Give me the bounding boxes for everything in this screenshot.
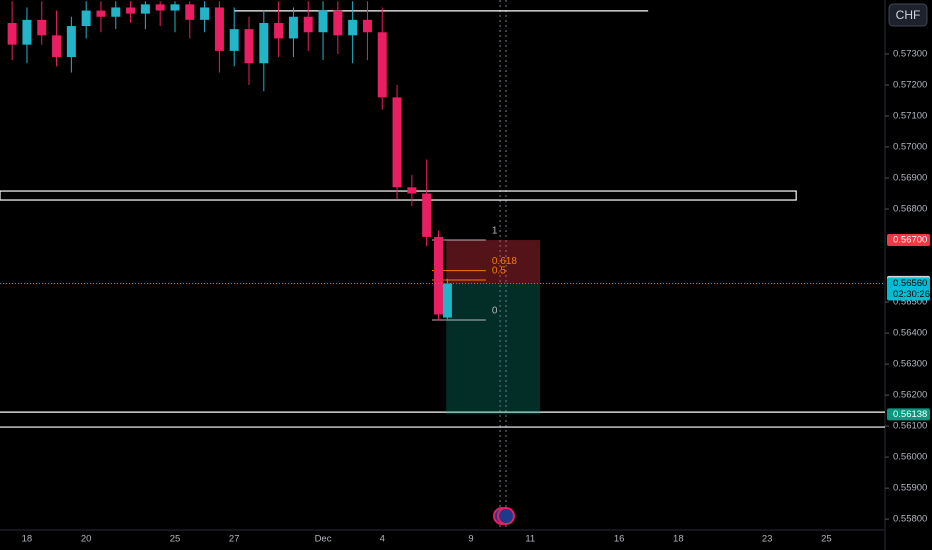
candle-body xyxy=(318,10,328,33)
candle-body xyxy=(66,26,76,58)
candle-body xyxy=(81,10,91,27)
last-price-box xyxy=(887,277,930,301)
y-tick-label: 0.57000 xyxy=(893,142,927,153)
candle-body xyxy=(214,7,224,51)
candle-body xyxy=(274,22,284,39)
x-tick-label: Dec xyxy=(315,534,332,545)
candle-body xyxy=(37,19,47,36)
zone-box xyxy=(0,190,797,201)
candle-body xyxy=(185,4,195,20)
x-tick-label: 9 xyxy=(468,534,473,545)
y-tick-label: 0.56300 xyxy=(893,359,927,370)
candle-body xyxy=(422,193,432,237)
x-tick-label: 25 xyxy=(821,534,832,545)
event-icon[interactable] xyxy=(497,507,515,525)
stop-zone xyxy=(446,240,541,284)
y-tick-label: 0.56100 xyxy=(893,421,927,432)
undefined-box xyxy=(887,234,930,247)
countdown-label: 02:30:26 xyxy=(893,289,930,300)
candle-body xyxy=(140,4,150,14)
candle-body xyxy=(200,7,210,20)
candle-body xyxy=(7,22,17,45)
x-tick-label: 18 xyxy=(22,534,33,545)
x-tick-label: 23 xyxy=(762,534,773,545)
x-tick-label: 11 xyxy=(525,534,535,545)
y-tick-label: 0.56000 xyxy=(893,452,927,463)
candle-body xyxy=(303,16,313,33)
y-tick-label: 0.57100 xyxy=(893,111,927,122)
candle-body xyxy=(362,19,372,33)
fib-label: 1 xyxy=(492,226,498,237)
y-tick-label: 0.55800 xyxy=(893,514,927,525)
currency-button[interactable] xyxy=(888,3,928,27)
fib-label: 0.618 xyxy=(492,256,517,267)
fib-label: 0 xyxy=(492,306,498,317)
y-tick-label: 0.56800 xyxy=(893,204,927,215)
event-icons xyxy=(493,507,515,525)
y-tick-label: 0.56200 xyxy=(893,390,927,401)
x-tick-label: 4 xyxy=(380,534,385,545)
y-tick-label: 0.55900 xyxy=(893,483,927,494)
y-tick-label: 0.56400 xyxy=(893,328,927,339)
x-tick-label: 25 xyxy=(170,534,181,545)
candle-body xyxy=(111,7,121,17)
last-price-label: 0.56560 xyxy=(893,278,927,289)
stop-label: 0.56700 xyxy=(893,235,927,246)
fib-label: 0.5 xyxy=(492,266,506,277)
y-tick-label: 0.57300 xyxy=(893,48,927,59)
target-zone xyxy=(446,283,541,415)
x-tick-label: 18 xyxy=(673,534,684,545)
y-tick-label: 0.57200 xyxy=(893,79,927,90)
currency-label: CHF xyxy=(896,8,921,22)
candle-body xyxy=(155,4,165,11)
candle-body xyxy=(348,19,358,36)
x-tick-label: 16 xyxy=(614,534,625,545)
candle-body xyxy=(434,236,444,315)
candle-body xyxy=(52,35,62,58)
x-tick-label: 27 xyxy=(229,534,240,545)
candle-body xyxy=(170,4,180,11)
candle-body xyxy=(407,187,417,194)
y-tick-label: 0.56900 xyxy=(893,173,927,184)
candle-body xyxy=(22,19,32,45)
candle-body xyxy=(442,283,452,318)
candle-body xyxy=(259,22,269,64)
candle-body xyxy=(333,10,343,36)
candle-body xyxy=(392,97,402,188)
candle-body xyxy=(96,10,106,17)
candle-body xyxy=(244,29,254,64)
candle-body xyxy=(229,29,239,51)
candle-body xyxy=(377,32,387,98)
candle-body xyxy=(288,16,298,39)
y-tick-label: 0.56500 xyxy=(893,297,927,308)
target-label: 0.56138 xyxy=(893,409,927,420)
candle-body xyxy=(126,7,136,14)
undefined-box xyxy=(887,408,930,421)
x-tick-label: 20 xyxy=(81,534,92,545)
